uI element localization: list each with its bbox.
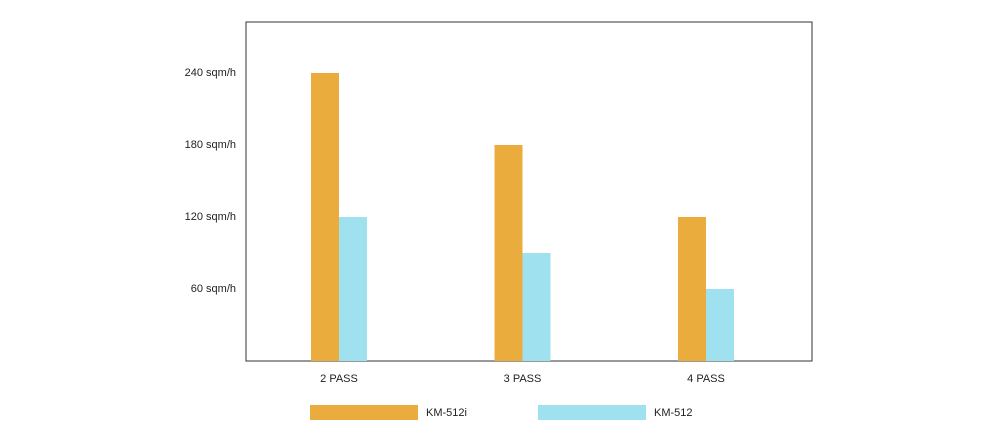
y-tick-label: 60 sqm/h xyxy=(191,283,236,295)
legend-label: KM-512i xyxy=(426,407,467,419)
bar xyxy=(494,145,523,361)
bar xyxy=(522,253,551,361)
y-tick-label: 120 sqm/h xyxy=(185,211,236,223)
x-tick-label: 2 PASS xyxy=(320,373,358,385)
bar xyxy=(311,73,339,361)
bar xyxy=(678,217,706,361)
y-tick-label: 180 sqm/h xyxy=(185,139,236,151)
legend-label: KM-512 xyxy=(654,407,693,419)
legend-swatch xyxy=(538,405,646,420)
y-tick-label: 240 sqm/h xyxy=(185,67,236,79)
bar xyxy=(706,289,734,361)
bar xyxy=(339,217,367,361)
legend-swatch xyxy=(310,405,418,420)
x-tick-label: 3 PASS xyxy=(504,373,542,385)
x-tick-label: 4 PASS xyxy=(687,373,725,385)
